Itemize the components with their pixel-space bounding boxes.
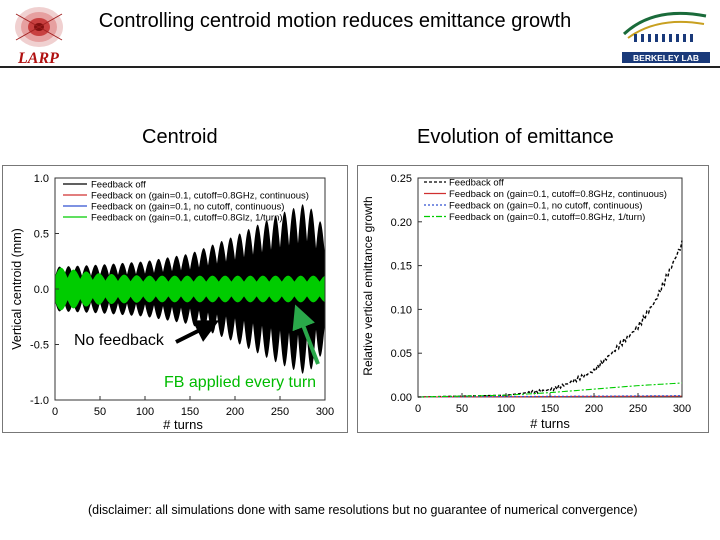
centroid-heading: Centroid: [142, 126, 218, 148]
header-divider: [0, 66, 720, 68]
y-axis-label: Relative vertical emittance growth: [361, 196, 375, 375]
centroid-chart-panel: 0 50 100 150 200 250 300 1.0 0.5 0.0 -0.5 -1.0 # tu…: [2, 165, 348, 433]
legend-label: Feedback on (gain=0.1, cutoff=0.8GHz, 1/…: [449, 212, 645, 223]
berkeley-lab-logo: BERKELEY LAB: [622, 11, 710, 63]
centroid-chart: 0 50 100 150 200 250 300 1.0 0.5 0.0 -0.5 -1.0 # tu…: [10, 173, 334, 432]
larp-logo-text: LARP: [18, 50, 59, 67]
legend-label: Feedback on (gain=0.1, no cutoff, contin…: [91, 202, 284, 213]
legend-label: Feedback off: [449, 178, 504, 189]
x-tick-label: 100: [497, 403, 515, 415]
legend-label: Feedback on (gain=0.1, cutoff=0.8GHz, co…: [91, 191, 309, 202]
header-bar: LARP Controlling centroid motion reduces…: [0, 0, 720, 68]
y-axis-label: Vertical centroid (mm): [10, 228, 24, 350]
y-tick-label: -0.5: [30, 340, 49, 352]
legend-label: Feedback on (gain=0.1, no cutoff, contin…: [449, 201, 642, 212]
y-tick-label: 0.25: [391, 173, 412, 185]
y-tick-label: 0.20: [391, 217, 412, 229]
x-tick-label: 200: [226, 406, 244, 418]
x-tick-label: 250: [629, 403, 647, 415]
x-tick-label: 300: [316, 406, 334, 418]
x-tick-label: 50: [456, 403, 468, 415]
larp-logo-icon: [15, 7, 63, 47]
emittance-series-line: [417, 240, 683, 398]
fb-arrow: [292, 304, 320, 365]
emittance-heading: Evolution of emittance: [417, 126, 614, 148]
y-tick-label: 0.05: [391, 348, 412, 360]
y-tick-label: 0.15: [391, 261, 412, 273]
x-tick-label: 50: [94, 406, 106, 418]
y-tick-label: 0.10: [391, 304, 412, 316]
legend-label: Feedback off: [91, 180, 146, 191]
emittance-chart-panel: 0 50 100 150 200 250 300 0.00 0.05 0.10 0.15 0.20 0.…: [357, 165, 709, 433]
x-tick-label: 200: [585, 403, 603, 415]
page-title: Controlling centroid motion reduces emit…: [98, 10, 572, 32]
x-tick-label: 300: [673, 403, 691, 415]
y-tick-label: 0.5: [34, 229, 49, 241]
y-tick-label: 0.00: [391, 392, 412, 404]
centroid-series-band: [55, 267, 325, 311]
emittance-chart: 0 50 100 150 200 250 300 0.00 0.05 0.10 0.15 0.20 0.…: [361, 173, 691, 431]
y-tick-label: 0.0: [34, 284, 49, 296]
series-feedback-1-per-turn: [55, 267, 325, 311]
no-feedback-arrow: [175, 320, 220, 344]
y-tick-label: 1.0: [34, 173, 49, 185]
no-feedback-label: No feedback: [72, 332, 166, 350]
legend-label: Feedback on (gain=0.1, cutoff=0.8GHz, co…: [449, 189, 667, 200]
y-tick-label: -1.0: [30, 395, 49, 407]
fb-every-turn-label: FB applied every turn: [164, 374, 317, 391]
x-tick-label: 250: [271, 406, 289, 418]
x-axis-label: # turns: [163, 417, 203, 432]
disclaimer: (disclaimer: all simulations done with s…: [88, 503, 638, 517]
x-tick-label: 150: [541, 403, 559, 415]
x-tick-label: 100: [136, 406, 154, 418]
x-tick-label: 0: [415, 403, 421, 415]
berkeley-lab-logo-text: BERKELEY LAB: [633, 53, 699, 63]
x-axis-label: # turns: [530, 416, 570, 431]
legend-label: Feedback on (gain=0.1, cutoff=0.8Glz, 1/…: [91, 213, 283, 224]
x-tick-label: 0: [52, 406, 58, 418]
x-tick-label: 150: [181, 406, 199, 418]
